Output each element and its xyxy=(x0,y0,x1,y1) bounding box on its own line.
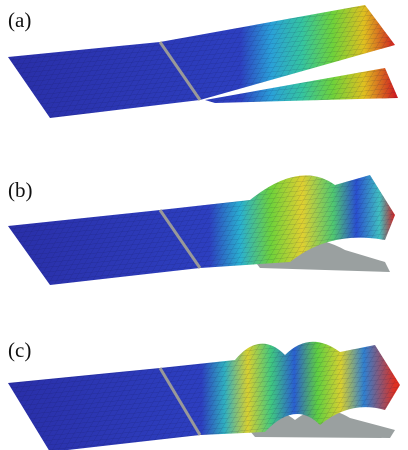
panel-label: (b) xyxy=(8,178,33,202)
panel-c: (c) xyxy=(8,338,400,450)
mesh xyxy=(8,5,395,118)
figure: (a) (b) (c) xyxy=(0,0,408,450)
panel-a: (a) xyxy=(8,5,398,118)
panel-label: (a) xyxy=(8,8,31,32)
panel-label: (c) xyxy=(8,338,31,362)
panel-b: (b) xyxy=(8,175,395,285)
